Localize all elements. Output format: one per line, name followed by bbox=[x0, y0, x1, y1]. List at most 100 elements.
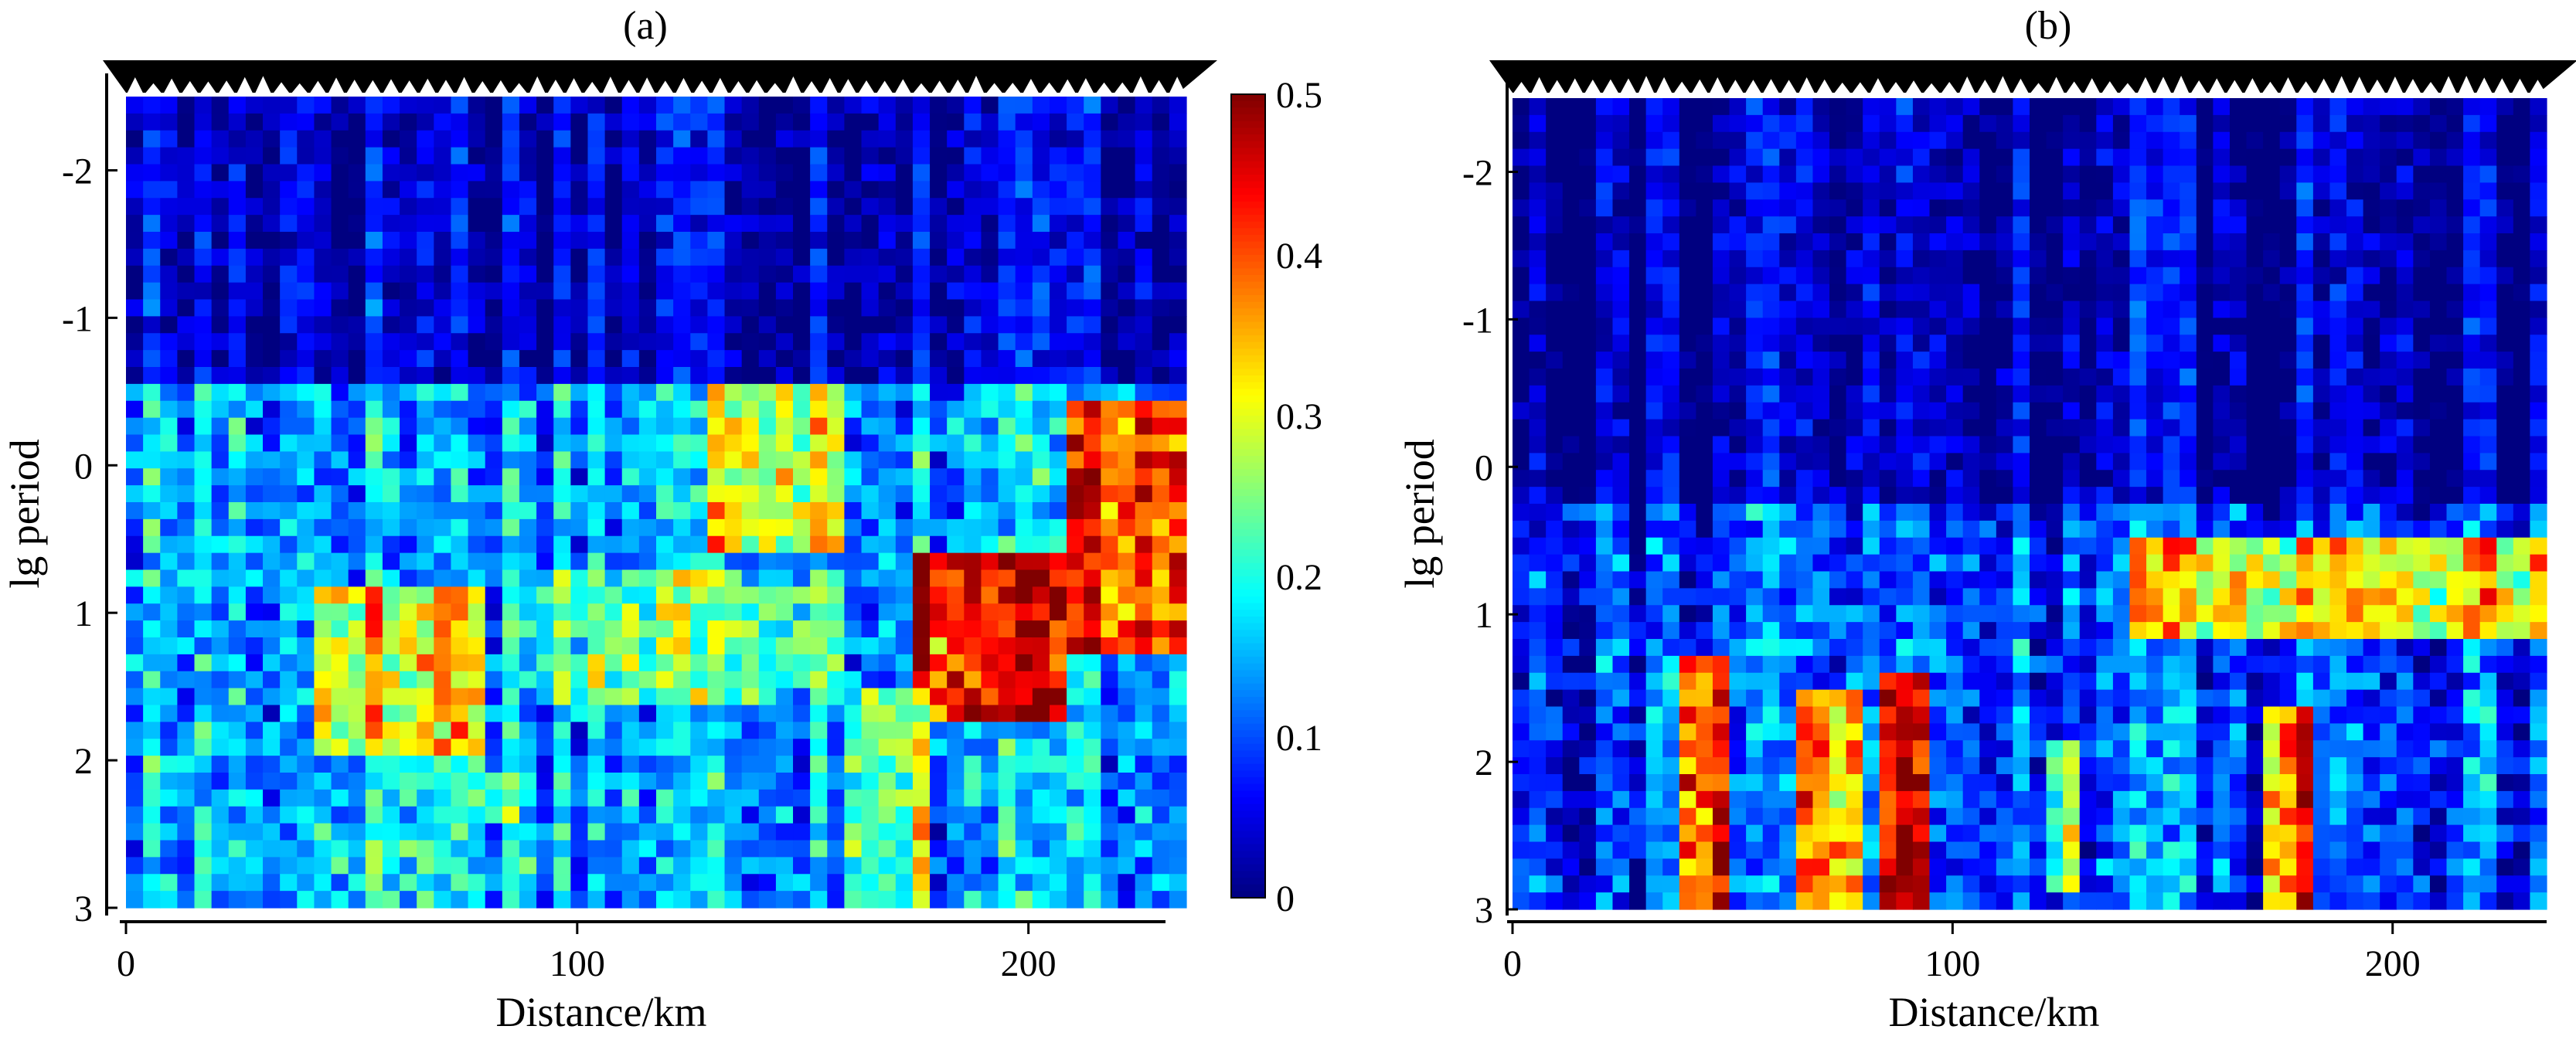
heatmap-cell bbox=[1579, 470, 1597, 488]
heatmap-cell bbox=[1946, 301, 1964, 318]
heatmap-cell bbox=[724, 857, 743, 875]
heatmap-cell bbox=[638, 806, 657, 824]
heatmap-cell bbox=[1996, 892, 2014, 910]
station-gap-marker bbox=[200, 81, 216, 93]
heatmap-cell bbox=[861, 620, 880, 638]
heatmap-cell bbox=[417, 130, 434, 148]
heatmap-cell bbox=[2112, 605, 2131, 623]
heatmap-cell bbox=[1946, 757, 1964, 775]
heatmap-cell bbox=[638, 248, 657, 267]
heatmap-cell bbox=[365, 739, 383, 756]
heatmap-cell bbox=[382, 130, 400, 148]
heatmap-cell bbox=[1546, 301, 1564, 318]
heatmap-cell bbox=[314, 400, 332, 419]
heatmap-cell bbox=[775, 434, 794, 452]
heatmap-cell bbox=[775, 350, 794, 368]
heatmap-cell bbox=[1979, 352, 1997, 369]
heatmap-cell bbox=[1645, 385, 1663, 403]
heatmap-cell bbox=[194, 130, 213, 148]
heatmap-cell bbox=[1795, 672, 1814, 691]
heatmap-cell bbox=[947, 756, 965, 773]
heatmap-cell bbox=[1929, 571, 1947, 589]
heatmap-cell bbox=[536, 417, 554, 436]
heatmap-cell bbox=[485, 603, 503, 621]
heatmap-cell bbox=[2046, 689, 2064, 708]
heatmap-cell bbox=[1513, 402, 1530, 420]
heatmap-cell bbox=[177, 299, 196, 317]
colorbar-step bbox=[1231, 783, 1265, 791]
heatmap-cell bbox=[1152, 823, 1170, 841]
heatmap-cell bbox=[400, 637, 417, 655]
heatmap-cell bbox=[1135, 164, 1153, 182]
heatmap-cell bbox=[485, 400, 503, 419]
heatmap-cell bbox=[861, 857, 880, 875]
heatmap-cell bbox=[1762, 706, 1780, 724]
heatmap-cell bbox=[1015, 434, 1033, 452]
heatmap-cell bbox=[1846, 858, 1863, 876]
heatmap-cell bbox=[365, 248, 383, 267]
heatmap-cell bbox=[793, 333, 811, 351]
heatmap-cell bbox=[1169, 891, 1187, 909]
heatmap-cell bbox=[485, 773, 503, 790]
colorbar-tick-label: 0.5 bbox=[1276, 75, 1322, 116]
heatmap-cell bbox=[1015, 485, 1033, 503]
heatmap-cell bbox=[912, 840, 931, 858]
heatmap-cell bbox=[245, 147, 264, 165]
heatmap-cell bbox=[1729, 537, 1747, 555]
heatmap-cell bbox=[1829, 520, 1847, 538]
heatmap-cell bbox=[1912, 858, 1931, 876]
heatmap-cell bbox=[1812, 672, 1830, 691]
heatmap-cell bbox=[1529, 318, 1547, 335]
heatmap-cell bbox=[382, 181, 400, 199]
heatmap-cell bbox=[194, 654, 213, 672]
heatmap-cell bbox=[793, 823, 811, 841]
heatmap-cell bbox=[638, 147, 657, 165]
heatmap-cell bbox=[536, 434, 554, 452]
heatmap-cell bbox=[793, 198, 811, 216]
heatmap-cell bbox=[331, 350, 349, 368]
heatmap-cell bbox=[1712, 892, 1730, 910]
heatmap-cell bbox=[998, 789, 1016, 807]
heatmap-cell bbox=[519, 434, 537, 452]
heatmap-cell bbox=[1712, 571, 1730, 589]
heatmap-cell bbox=[878, 215, 897, 233]
heatmap-cell bbox=[382, 434, 400, 452]
heatmap-cell bbox=[1629, 655, 1647, 674]
heatmap-cell bbox=[263, 232, 281, 250]
heatmap-cell bbox=[587, 722, 606, 739]
heatmap-cell bbox=[604, 147, 623, 165]
heatmap-cell bbox=[2013, 114, 2030, 133]
heatmap-cell bbox=[1679, 757, 1696, 775]
heatmap-cell bbox=[1032, 756, 1050, 773]
heatmap-cell bbox=[1118, 147, 1136, 165]
heatmap-cell bbox=[741, 181, 760, 199]
heatmap-cell bbox=[621, 857, 640, 875]
heatmap-cell bbox=[930, 654, 948, 672]
heatmap-cell bbox=[570, 468, 589, 486]
heatmap-cell bbox=[930, 705, 948, 722]
heatmap-cell bbox=[673, 333, 691, 351]
heatmap-cell bbox=[1084, 299, 1101, 317]
heatmap-cell bbox=[1118, 705, 1136, 722]
heatmap-cell bbox=[536, 671, 554, 689]
heatmap-cell bbox=[519, 756, 537, 773]
heatmap-cell bbox=[1529, 706, 1547, 724]
colorbar-step bbox=[1231, 630, 1265, 637]
heatmap-cell bbox=[1118, 535, 1136, 554]
heatmap-cell bbox=[211, 164, 230, 182]
heatmap-cell bbox=[536, 840, 554, 858]
heatmap-cell bbox=[2112, 757, 2131, 775]
heatmap-cell bbox=[1779, 807, 1797, 826]
heatmap-cell bbox=[1762, 689, 1780, 708]
colorbar-step bbox=[1231, 677, 1265, 685]
heatmap-cell bbox=[245, 535, 264, 554]
heatmap-cell bbox=[895, 637, 914, 655]
heatmap-cell bbox=[2013, 622, 2030, 640]
heatmap-cell bbox=[1996, 470, 2014, 488]
heatmap-cell bbox=[570, 215, 589, 233]
heatmap-cell bbox=[485, 485, 503, 503]
heatmap-cell bbox=[211, 756, 230, 773]
heatmap-cell bbox=[844, 350, 863, 368]
heatmap-cell bbox=[519, 147, 537, 165]
heatmap-cell bbox=[1135, 620, 1153, 638]
